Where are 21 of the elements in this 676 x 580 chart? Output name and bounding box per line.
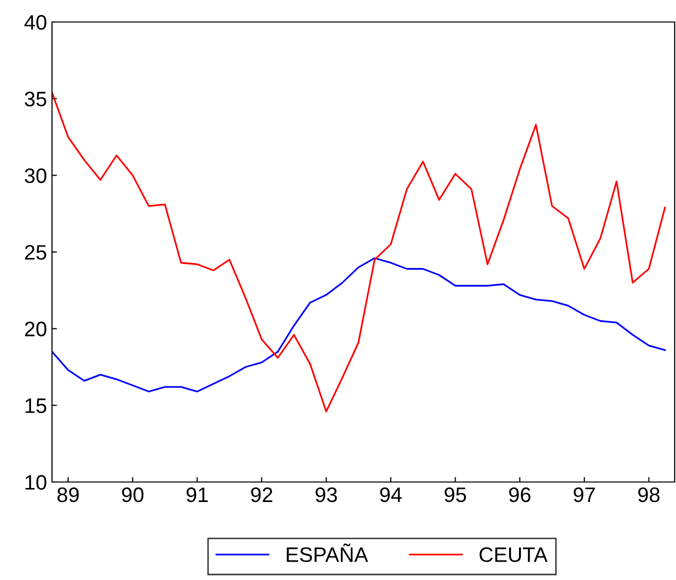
- x-tick-label: 92: [251, 487, 272, 502]
- x-tick-label: 96: [509, 487, 530, 502]
- y-tick-label: 35: [24, 92, 46, 106]
- x-tick-label: 97: [574, 487, 595, 502]
- y-tick-label: 15: [26, 398, 46, 414]
- x-tick-label: 95: [444, 487, 466, 502]
- x-tick-label: 93: [316, 487, 337, 502]
- x-tick-label: 91: [186, 487, 208, 502]
- y-tick-label: 25: [25, 245, 46, 260]
- x-tick-label: 90: [122, 487, 144, 502]
- x-tick-label: 98: [638, 487, 660, 502]
- y-tick-label: 40: [24, 15, 46, 30]
- y-tick-label: 20: [25, 322, 46, 336]
- line-series: [52, 257, 666, 392]
- legend-label: ESPAÑA: [286, 544, 368, 562]
- x-tick-label: 89: [57, 487, 79, 502]
- line-series: [52, 92, 666, 412]
- legend-label: CEUTA: [480, 547, 548, 562]
- x-tick-label: 94: [380, 487, 402, 502]
- y-tick-label: 10: [26, 475, 46, 490]
- y-tick-label: 30: [24, 168, 46, 184]
